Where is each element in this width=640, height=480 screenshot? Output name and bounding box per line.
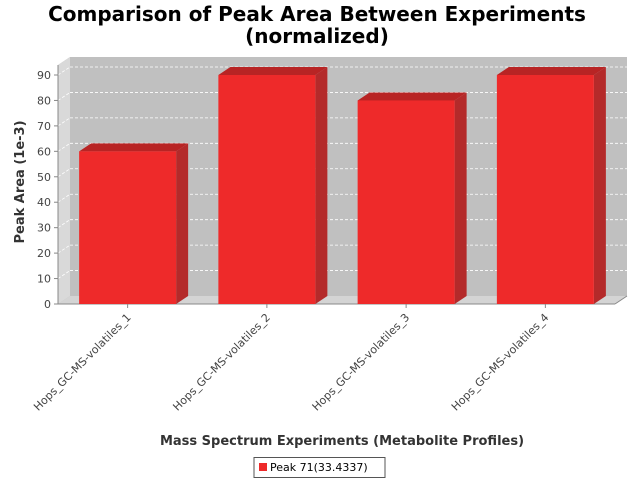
gridline-diag bbox=[57, 219, 71, 228]
y-tick-label: 60 bbox=[37, 145, 51, 158]
gridline-diag bbox=[57, 66, 71, 76]
x-tick-label: Hops_GC-MS-volatiles_3 bbox=[310, 311, 413, 414]
y-tick-label: 30 bbox=[37, 222, 51, 235]
gridline-diag bbox=[57, 92, 71, 101]
gridline-diag bbox=[57, 244, 71, 254]
chart-subtitle: (normalized) bbox=[245, 24, 389, 48]
bar-top bbox=[357, 92, 467, 101]
gridline-diag bbox=[57, 168, 71, 178]
y-tick-label: 20 bbox=[37, 247, 51, 260]
y-tick-label: 50 bbox=[37, 171, 51, 184]
bar-top bbox=[218, 67, 328, 75]
y-tick-label: 10 bbox=[37, 273, 51, 286]
bar bbox=[496, 75, 594, 304]
plot-area: 0 10 20 30 40 50 60 70 80 90 Hops_GC-MS-volatiles_… bbox=[31, 57, 628, 414]
x-axis-depth-line bbox=[614, 295, 628, 305]
x-tick-label: Hops_GC-MS-volatiles_1 bbox=[31, 311, 134, 414]
gridline-diag bbox=[57, 117, 71, 127]
legend-swatch bbox=[259, 463, 267, 471]
y-tick-label: 40 bbox=[37, 196, 51, 209]
bar-top bbox=[496, 67, 606, 75]
bar-side bbox=[593, 67, 606, 304]
plot-floor bbox=[58, 296, 627, 304]
bar-side bbox=[315, 67, 328, 304]
bar bbox=[218, 75, 316, 304]
legend-label: Peak 71(33.4337) bbox=[270, 461, 368, 474]
x-axis-label: Mass Spectrum Experiments (Metabolite Pr… bbox=[160, 434, 524, 449]
bar-side bbox=[176, 143, 189, 304]
bar bbox=[357, 100, 455, 304]
bar-side bbox=[454, 92, 467, 304]
gridline-diag bbox=[57, 143, 71, 152]
legend-frame bbox=[253, 457, 386, 478]
x-tick-label: Hops_GC-MS-volatiles_2 bbox=[170, 311, 273, 414]
plot-left-wall bbox=[58, 57, 70, 304]
plot-background bbox=[58, 57, 627, 304]
bar-top bbox=[79, 143, 189, 152]
y-tick-label: 80 bbox=[37, 94, 51, 107]
y-axis-label: Peak Area (1e-3) bbox=[13, 120, 28, 243]
y-tick-label: 70 bbox=[37, 120, 51, 133]
chart-title: Comparison of Peak Area Between Experime… bbox=[48, 2, 586, 26]
legend: Peak 71(33.4337) bbox=[253, 457, 386, 478]
x-tick-label: Hops_GC-MS-volatiles_4 bbox=[449, 311, 552, 414]
gridline-diag bbox=[57, 270, 71, 279]
y-tick-label: 0 bbox=[44, 298, 51, 311]
gridline-diag bbox=[57, 193, 71, 203]
bar bbox=[79, 151, 177, 304]
y-tick-label: 90 bbox=[37, 69, 51, 82]
